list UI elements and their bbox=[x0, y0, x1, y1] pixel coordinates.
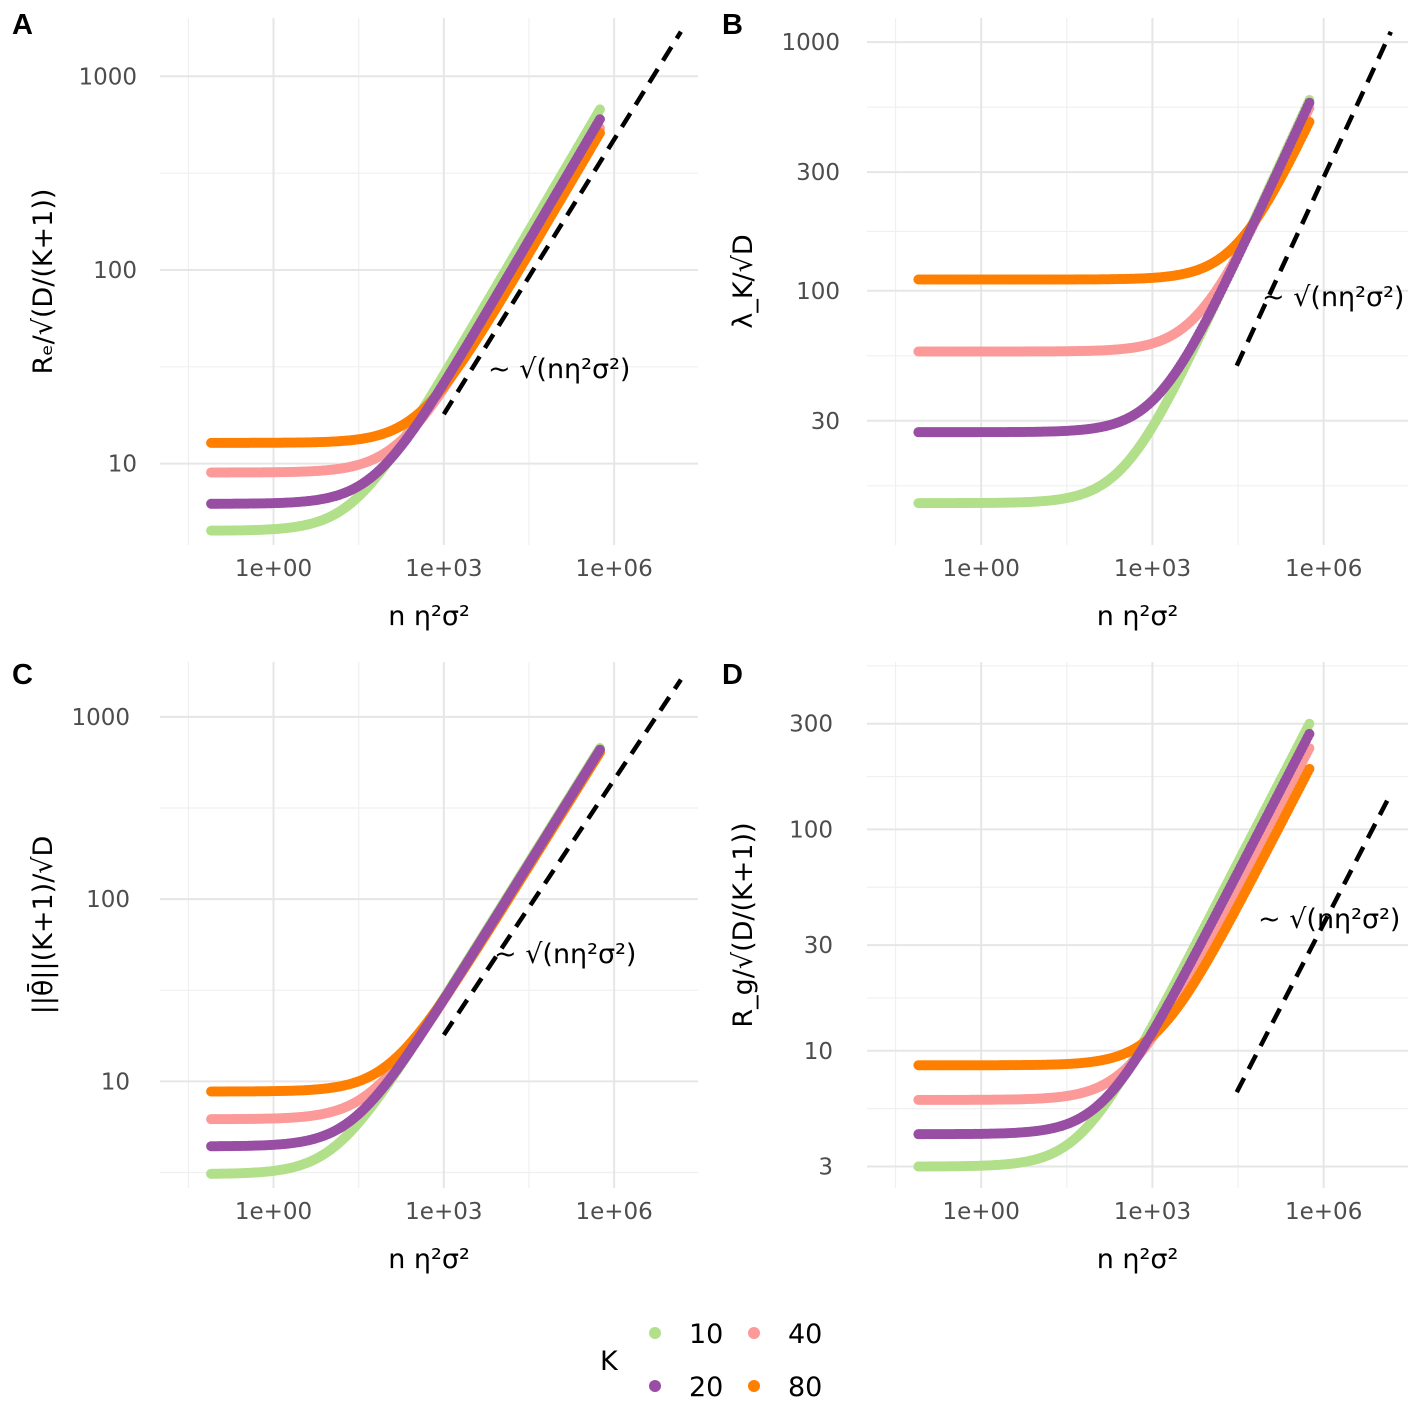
y-axis-label: Rₑ/√(D/(K+1)) bbox=[28, 189, 59, 375]
y-axis-label: ||θ̄||(K+1)/√D bbox=[27, 836, 59, 1015]
y-tick-label: 3 bbox=[818, 1155, 833, 1181]
x-tick-label: 1e+00 bbox=[235, 1199, 312, 1225]
x-axis-label: n η²σ² bbox=[1097, 601, 1179, 632]
legend-label: 20 bbox=[689, 1372, 723, 1403]
x-tick-label: 1e+06 bbox=[1285, 1199, 1362, 1225]
grid bbox=[160, 662, 698, 1188]
series-k80 bbox=[913, 763, 1315, 1071]
x-tick-label: 1e+06 bbox=[575, 556, 652, 582]
y-tick-label: 100 bbox=[93, 258, 137, 284]
x-tick-label: 1e+03 bbox=[1114, 1199, 1191, 1225]
series-k80 bbox=[206, 747, 605, 1097]
slope-annotation: ~ √(nη²σ²) bbox=[1258, 904, 1400, 935]
y-axis-label: λ_K/√D bbox=[728, 234, 759, 328]
legend-label: 10 bbox=[689, 1319, 723, 1350]
x-tick-label: 1e+00 bbox=[943, 1199, 1020, 1225]
data-point bbox=[1304, 97, 1315, 108]
slope-annotation: ~ √(nη²σ²) bbox=[1262, 282, 1404, 313]
legend-key bbox=[649, 1380, 661, 1392]
legend: K 10 40 20 80 bbox=[600, 1319, 822, 1403]
panel-letter: D bbox=[722, 659, 743, 691]
y-tick-label: 30 bbox=[811, 409, 840, 435]
series-k20 bbox=[913, 97, 1315, 438]
x-axis-label: n η²σ² bbox=[388, 1244, 470, 1275]
y-tick-label: 1000 bbox=[78, 64, 137, 90]
legend-label: 80 bbox=[788, 1372, 822, 1403]
y-tick-label: 300 bbox=[789, 712, 833, 738]
series-k20 bbox=[206, 114, 605, 509]
y-axis-label: R_g/√(D/(K+1)) bbox=[728, 822, 759, 1027]
y-tick-label: 30 bbox=[804, 933, 833, 959]
x-tick-label: 1e+00 bbox=[943, 556, 1020, 582]
reference-line bbox=[1234, 792, 1393, 1094]
series-k40 bbox=[206, 746, 605, 1125]
y-tick-label: 10 bbox=[101, 1069, 130, 1095]
panel-letter: C bbox=[12, 659, 33, 691]
y-tick-label: 300 bbox=[796, 160, 840, 186]
legend-key bbox=[748, 1327, 760, 1339]
series-k20 bbox=[206, 744, 605, 1152]
y-tick-label: 1000 bbox=[781, 30, 840, 56]
y-tick-label: 100 bbox=[86, 887, 130, 913]
data-point bbox=[594, 744, 605, 755]
slope-annotation: ~ √(nη²σ²) bbox=[494, 939, 636, 970]
series-k80 bbox=[913, 116, 1315, 285]
y-tick-label: 10 bbox=[804, 1039, 833, 1065]
legend-key bbox=[649, 1327, 661, 1339]
y-tick-label: 1000 bbox=[71, 705, 130, 731]
reference-line bbox=[441, 30, 683, 416]
legend-label: 40 bbox=[788, 1319, 822, 1350]
x-tick-label: 1e+06 bbox=[575, 1199, 652, 1225]
grid bbox=[867, 18, 1408, 545]
y-tick-label: 100 bbox=[789, 817, 833, 843]
series-k10 bbox=[913, 94, 1315, 509]
panel-letter: A bbox=[12, 9, 33, 41]
slope-annotation: ~ √(nη²σ²) bbox=[488, 354, 630, 385]
panel-a: 1e+00 1e+03 1e+06 10 100 1000 n η²σ² Rₑ/√(D/(K+… bbox=[12, 9, 698, 632]
series-k80 bbox=[206, 127, 605, 448]
reference-line bbox=[441, 678, 683, 1037]
panel-letter: B bbox=[722, 9, 743, 41]
data-point bbox=[1304, 718, 1315, 729]
x-tick-label: 1e+03 bbox=[1114, 556, 1191, 582]
x-tick-label: 1e+03 bbox=[405, 556, 482, 582]
y-tick-label: 10 bbox=[108, 452, 137, 478]
grid bbox=[160, 18, 698, 545]
series-k20 bbox=[913, 728, 1315, 1140]
y-tick-label: 100 bbox=[796, 279, 840, 305]
data-point bbox=[594, 114, 605, 125]
data-point bbox=[1304, 763, 1315, 774]
x-tick-label: 1e+00 bbox=[235, 556, 312, 582]
x-tick-label: 1e+06 bbox=[1285, 556, 1362, 582]
x-axis-label: n η²σ² bbox=[1097, 1244, 1179, 1275]
panel-b: 1e+00 1e+03 1e+06 30 100 300 1000 n η²σ² λ_K/√D B… bbox=[722, 9, 1408, 632]
legend-key bbox=[748, 1380, 760, 1392]
reference-line bbox=[1234, 30, 1393, 367]
legend-title: K bbox=[600, 1346, 619, 1377]
x-tick-label: 1e+03 bbox=[405, 1199, 482, 1225]
panel-c: 1e+00 1e+03 1e+06 10 100 1000 n η²σ² ||θ̄||(K+1… bbox=[12, 659, 698, 1275]
x-axis-label: n η²σ² bbox=[388, 601, 470, 632]
data-point bbox=[594, 104, 605, 115]
data-point bbox=[1304, 728, 1315, 739]
panel-d: 1e+00 1e+03 1e+06 3 10 30 100 300 n η²σ² R_g/√(D/… bbox=[722, 659, 1408, 1275]
